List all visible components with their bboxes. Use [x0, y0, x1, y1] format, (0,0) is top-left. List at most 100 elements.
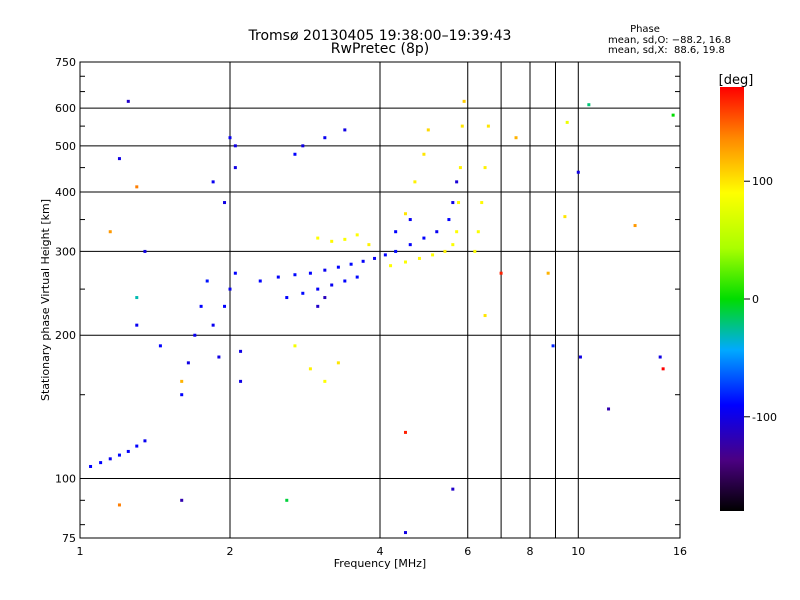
data-point [671, 113, 675, 117]
data-point [239, 379, 243, 383]
data-point [403, 260, 407, 264]
data-point [451, 201, 455, 205]
colorbar [720, 87, 744, 511]
data-point [316, 236, 320, 240]
data-point [658, 355, 662, 359]
data-point [546, 271, 550, 275]
data-point [285, 498, 289, 502]
data-point [285, 296, 289, 300]
data-point [499, 271, 503, 275]
data-point [361, 259, 365, 263]
data-point [143, 249, 147, 253]
data-point [394, 249, 398, 253]
x-tick-label: 16 [673, 545, 687, 558]
data-point [458, 166, 462, 170]
y-tick-label: 100 [55, 473, 76, 486]
data-point [108, 230, 112, 234]
colorbar-label: [deg] [719, 73, 754, 88]
data-points [89, 99, 675, 535]
data-point [293, 344, 297, 348]
data-point [186, 361, 190, 365]
data-point [408, 218, 412, 222]
data-point [135, 323, 139, 327]
data-point [108, 457, 112, 461]
data-point [99, 461, 103, 465]
data-point [587, 103, 591, 107]
colorbar-tick-label: 100 [752, 175, 773, 188]
data-point [180, 498, 184, 502]
data-point [607, 407, 611, 411]
x-tick-label: 10 [571, 545, 585, 558]
data-point [457, 201, 461, 205]
x-axis-label: Frequency [MHz] [334, 557, 426, 570]
data-point [355, 275, 359, 279]
y-tick-label: 300 [55, 245, 76, 258]
data-point [426, 128, 430, 132]
data-point [551, 344, 555, 348]
colorbar-ticks: 100 0 -100 [744, 175, 777, 424]
data-point [480, 201, 484, 205]
data-point [323, 136, 327, 140]
data-point [135, 185, 139, 189]
data-point [451, 487, 455, 491]
data-point [483, 314, 487, 318]
data-point [413, 180, 417, 184]
data-point [180, 393, 184, 397]
data-point [135, 444, 139, 448]
data-point [258, 279, 262, 283]
data-point [336, 361, 340, 365]
data-point [316, 304, 320, 308]
data-point [199, 304, 203, 308]
data-point [633, 224, 637, 228]
data-point [473, 249, 477, 253]
data-point [308, 271, 312, 275]
data-point [293, 273, 297, 277]
data-point [205, 279, 209, 283]
data-point [343, 237, 347, 241]
data-point [233, 271, 237, 275]
data-point [228, 136, 232, 140]
data-point [323, 379, 327, 383]
data-point [565, 120, 569, 124]
data-point [460, 124, 464, 128]
x-axis-ticks: 1 2 4 6 8 10 16 [77, 545, 688, 558]
data-point [462, 99, 466, 103]
x-tick-label: 1 [77, 545, 84, 558]
data-point [316, 287, 320, 291]
data-point [301, 144, 305, 148]
data-point [447, 218, 451, 222]
data-point [403, 212, 407, 216]
data-point [323, 296, 327, 300]
data-point [223, 201, 227, 205]
colorbar-tick-label: 0 [752, 293, 759, 306]
data-point [455, 230, 459, 234]
data-point [330, 239, 334, 243]
data-point [408, 243, 412, 247]
phase-stats-o: mean, sd,O: −88.2, 16.8 [608, 35, 731, 46]
data-point [422, 152, 426, 156]
data-point [233, 144, 237, 148]
data-point [343, 128, 347, 132]
colorbar-tick-label: -100 [752, 411, 777, 424]
chart-subtitle: RwPretec (8p) [331, 41, 429, 57]
y-axis-ticks: 75 100 200 300 400 500 600 750 [55, 56, 680, 545]
data-point [217, 355, 221, 359]
y-tick-label: 200 [55, 329, 76, 342]
data-point [431, 253, 435, 257]
data-point [330, 283, 334, 287]
data-point [373, 256, 377, 260]
data-point [514, 136, 518, 140]
data-point [367, 243, 371, 247]
data-point [211, 323, 215, 327]
data-point [276, 275, 280, 279]
data-point [233, 166, 237, 170]
chart-title: Tromsø 20130405 19:38:00–19:39:43 [248, 28, 512, 44]
data-point [451, 243, 455, 247]
data-point [578, 355, 582, 359]
data-point [349, 262, 353, 266]
data-point [336, 265, 340, 269]
data-point [417, 256, 421, 260]
data-point [383, 253, 387, 257]
data-point [563, 215, 567, 219]
